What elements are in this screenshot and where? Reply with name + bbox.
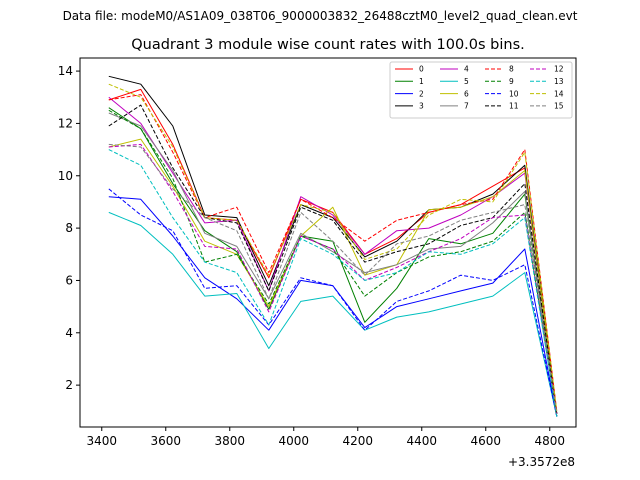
series-line-3 [108,75,558,414]
legend-label-7: 7 [464,102,469,111]
series-line-2 [108,196,558,417]
legend-label-3: 3 [419,102,424,111]
series-line-14 [108,83,558,412]
legend-label-9: 9 [509,77,514,86]
chart-suptitle: Data file: modeM0/AS1A09_038T06_90000038… [63,9,578,23]
legend-label-11: 11 [509,102,519,111]
y-tick-label: 6 [65,273,73,287]
series-line-4 [108,96,558,414]
y-tick-label: 12 [58,116,73,130]
series-line-6 [108,138,558,414]
plot-frame [79,57,577,428]
chart-title: Quadrant 3 module wise count rates with … [131,37,525,53]
series-line-13 [108,149,558,417]
series-line-11 [108,104,558,414]
series-line-15 [108,143,558,414]
legend-label-1: 1 [419,77,424,86]
y-axis: 2 4 6 8 10 12 14 [58,64,80,392]
y-tick-label: 4 [65,326,73,340]
y-tick-label: 14 [58,64,73,78]
legend-label-5: 5 [464,77,469,86]
legend-label-14: 14 [554,89,564,98]
legend-label-0: 0 [419,65,424,74]
legend-label-6: 6 [464,89,469,98]
y-tick-label: 8 [65,221,73,235]
legend-label-4: 4 [464,65,469,74]
series-line-1 [108,107,558,417]
legend-label-8: 8 [509,65,514,74]
x-tick-label: 4800 [534,434,565,448]
x-tick-label: 3400 [86,434,117,448]
legend-frame [389,61,573,119]
x-tick-label: 3600 [150,434,181,448]
x-axis: 3400 3600 3800 4000 4200 4400 4600 4800 [86,427,565,448]
x-tick-label: 3800 [214,434,245,448]
legend-label-15: 15 [554,102,564,111]
series-line-5 [108,211,558,417]
legend-label-2: 2 [419,89,424,98]
series-line-10 [108,188,558,417]
series-line-8 [108,94,558,412]
series-line-9 [108,109,558,417]
series-layer [108,75,558,417]
legend-label-10: 10 [509,89,519,98]
legend-label-12: 12 [554,65,564,74]
y-tick-label: 10 [58,169,73,183]
x-tick-label: 4400 [406,434,437,448]
x-tick-label: 4200 [342,434,373,448]
y-tick-label: 2 [65,378,73,392]
series-line-12 [108,143,558,414]
legend-label-13: 13 [554,77,564,86]
x-tick-label: 4000 [278,434,309,448]
series-line-7 [108,112,558,414]
x-tick-label: 4600 [470,434,501,448]
series-line-0 [108,88,558,414]
x-offset-label: +3.3572e8 [508,455,575,469]
